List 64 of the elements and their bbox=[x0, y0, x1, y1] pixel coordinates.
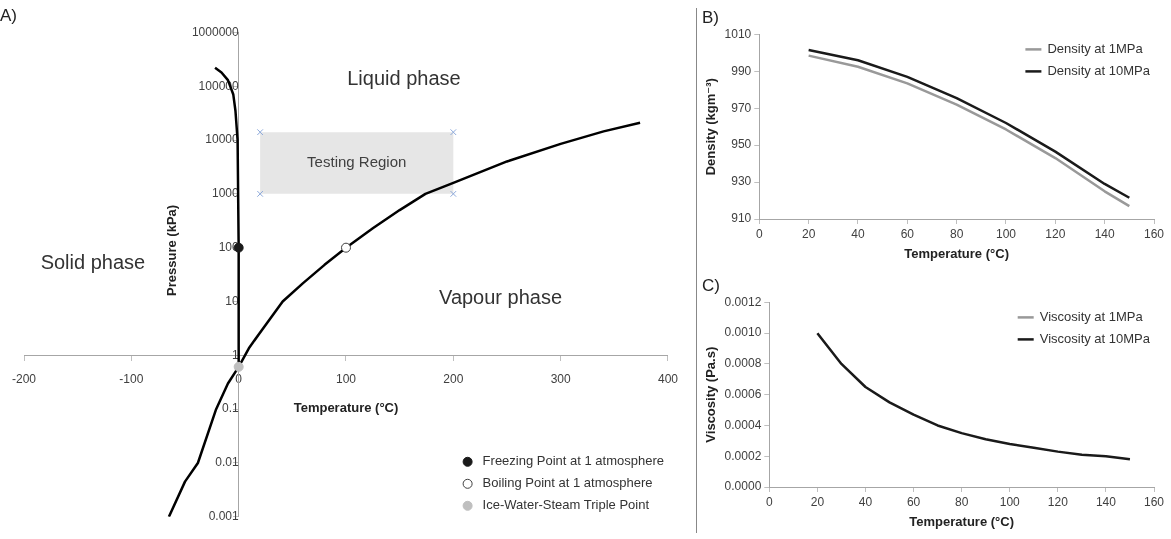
series-label: Testing Region bbox=[307, 153, 407, 171]
legend-label: Boiling Point at 1 atmosphere bbox=[482, 475, 653, 491]
x-tick-label: 80 bbox=[954, 494, 969, 509]
x-tick-label: 140 bbox=[1094, 226, 1115, 241]
legend-label: Viscosity at 10MPa bbox=[1039, 330, 1151, 346]
point bbox=[341, 242, 351, 253]
x-tick-label: 120 bbox=[1045, 226, 1066, 241]
x-tick-label: 160 bbox=[1143, 226, 1165, 241]
legend-label: Density at 10MPa bbox=[1047, 62, 1151, 78]
x-tick-label: 40 bbox=[858, 494, 873, 509]
y-tick-label: 0.0012 bbox=[724, 294, 762, 309]
y-tick-label: 930 bbox=[731, 174, 752, 189]
annotation: Vapour phase bbox=[439, 286, 563, 309]
x-tick-label: 100 bbox=[335, 371, 357, 386]
x-axis-title: Temperature (°C) bbox=[293, 400, 399, 416]
y-tick-label: 0.0004 bbox=[724, 417, 762, 432]
y-tick-label: 0.1 bbox=[221, 401, 239, 416]
y-tick-label: 1010 bbox=[724, 26, 752, 41]
x-tick-label: 0 bbox=[755, 226, 763, 241]
x-tick-label: 400 bbox=[657, 371, 679, 386]
x-tick-label: 200 bbox=[443, 371, 464, 386]
x-tick-label: 20 bbox=[810, 494, 825, 509]
x-axis-title: Temperature (°C) bbox=[909, 513, 1014, 529]
chart-title: A) bbox=[0, 5, 17, 25]
x-tick-label: 80 bbox=[949, 226, 964, 241]
legend-label: Viscosity at 1MPa bbox=[1039, 308, 1144, 324]
y-tick-label: 950 bbox=[731, 137, 752, 152]
y-tick-label: 0.0010 bbox=[724, 325, 762, 340]
y-tick-label: 0.0000 bbox=[724, 479, 762, 494]
y-tick-label: 970 bbox=[731, 100, 752, 115]
y-tick-label: 0.0006 bbox=[724, 387, 762, 402]
chart-title: C) bbox=[702, 275, 720, 295]
x-tick-label: 60 bbox=[906, 494, 921, 509]
x-tick-label: 20 bbox=[801, 226, 816, 241]
y-tick-label: 1 bbox=[231, 347, 239, 362]
y-axis-title: Viscosity (Pa.s) bbox=[703, 346, 719, 443]
x-axis-title: Temperature (°C) bbox=[904, 245, 1009, 261]
chart-title: B) bbox=[702, 7, 719, 27]
y-tick-label: 0.0002 bbox=[724, 448, 762, 463]
y-tick-label: 910 bbox=[731, 211, 752, 226]
legend-label: Freezing Point at 1 atmosphere bbox=[482, 453, 664, 469]
x-tick-label: 0 bbox=[765, 494, 773, 509]
x-tick-label: 300 bbox=[550, 371, 571, 386]
y-axis-title: Density (kgm⁻³) bbox=[703, 78, 719, 176]
x-tick-label: 120 bbox=[1047, 494, 1069, 509]
annotation: Liquid phase bbox=[347, 66, 461, 89]
annotation: Solid phase bbox=[40, 251, 146, 274]
x-tick-label: 140 bbox=[1095, 494, 1117, 509]
y-tick-label: 0.001 bbox=[208, 509, 239, 524]
y-tick-label: 1000000 bbox=[191, 24, 239, 39]
y-axis-title: Pressure (kPa) bbox=[163, 204, 179, 296]
y-tick-label: 990 bbox=[731, 63, 752, 78]
x-tick-label: 40 bbox=[851, 226, 865, 241]
legend-label: Density at 1MPa bbox=[1047, 40, 1144, 56]
x-tick-label: 100 bbox=[995, 226, 1017, 241]
x-tick-label: -100 bbox=[119, 371, 144, 386]
x-tick-label: -200 bbox=[11, 371, 37, 386]
x-tick-label: 60 bbox=[900, 226, 915, 241]
legend-label: Ice-Water-Steam Triple Point bbox=[482, 497, 650, 513]
x-tick-label: 100 bbox=[999, 494, 1021, 509]
x-tick-label: 160 bbox=[1143, 494, 1165, 509]
y-tick-label: 0.0008 bbox=[724, 356, 762, 371]
point bbox=[233, 361, 244, 372]
y-tick-label: 0.01 bbox=[215, 455, 239, 470]
